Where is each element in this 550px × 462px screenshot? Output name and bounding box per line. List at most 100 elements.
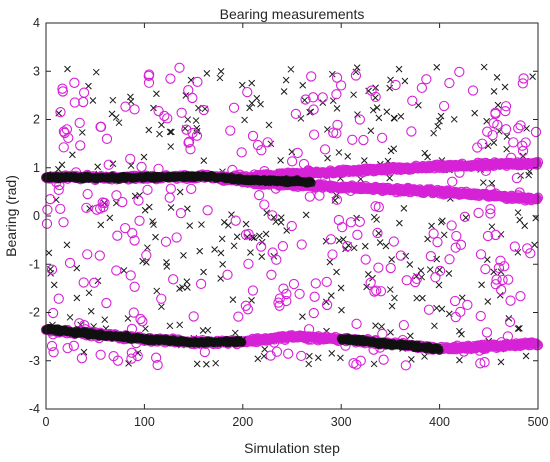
clutter-circle-mark xyxy=(406,126,417,137)
clutter-x-mark xyxy=(184,116,192,123)
clutter-circle-mark xyxy=(513,123,524,134)
clutter-x-mark xyxy=(267,140,275,148)
clutter-x-mark xyxy=(338,306,345,314)
clutter-circle-mark xyxy=(495,255,506,266)
clutter-x-mark xyxy=(246,104,253,112)
clutter-x-mark xyxy=(156,130,163,138)
clutter-x-mark xyxy=(80,348,88,356)
clutter-x-mark xyxy=(458,294,466,302)
clutter-x-mark xyxy=(101,316,109,324)
clutter-circle-mark xyxy=(75,140,86,151)
clutter-x-mark xyxy=(401,77,409,85)
clutter-x-mark xyxy=(360,157,368,164)
clutter-circle-mark xyxy=(82,188,93,200)
clutter-x-mark xyxy=(326,258,334,266)
x-axis-label: Simulation step xyxy=(244,440,340,456)
clutter-x-mark xyxy=(369,106,377,114)
clutter-circle-mark xyxy=(366,85,377,96)
clutter-circle-mark xyxy=(375,286,387,297)
clutter-circle-mark xyxy=(369,286,380,297)
clutter-circle-mark xyxy=(423,304,435,315)
clutter-x-mark xyxy=(376,239,384,246)
clutter-circle-mark xyxy=(64,257,76,269)
clutter-x-mark xyxy=(302,211,310,219)
clutter-x-mark xyxy=(328,70,336,78)
clutter-x-mark xyxy=(282,76,290,84)
clutter-circle-mark xyxy=(247,285,259,296)
clutter-circle-mark xyxy=(76,353,88,364)
clutter-x-mark xyxy=(433,255,441,263)
clutter-x-mark xyxy=(354,111,361,118)
clutter-x-mark xyxy=(436,266,443,274)
clutter-circle-mark xyxy=(304,191,315,202)
clutter-x-mark xyxy=(238,81,246,89)
clutter-x-mark xyxy=(158,121,165,129)
clutter-circle-mark xyxy=(444,254,455,265)
clutter-circle-mark xyxy=(438,100,450,112)
clutter-circle-mark xyxy=(352,229,363,240)
clutter-circle-mark xyxy=(292,147,303,159)
clutter-circle-mark xyxy=(473,207,484,219)
clutter-x-mark xyxy=(299,313,306,320)
clutter-circle-mark xyxy=(487,129,498,141)
clutter-x-mark xyxy=(456,356,463,364)
clutter-circle-mark xyxy=(240,300,252,311)
clutter-circle-mark xyxy=(168,274,179,285)
clutter-circle-mark xyxy=(183,136,195,147)
clutter-circle-mark xyxy=(385,262,396,274)
clutter-circle-mark xyxy=(493,262,505,274)
clutter-circle-mark xyxy=(262,137,273,148)
clutter-circle-mark xyxy=(371,285,382,296)
clutter-circle-mark xyxy=(230,215,241,226)
clutter-x-mark xyxy=(433,63,441,71)
clutter-x-mark xyxy=(525,171,533,179)
clutter-circle-mark xyxy=(331,72,343,83)
clutter-circle-mark xyxy=(504,316,516,328)
clutter-circle-mark xyxy=(69,77,80,88)
clutter-circle-mark xyxy=(111,190,122,201)
clutter-circle-mark xyxy=(278,283,289,294)
clutter-circle-mark xyxy=(428,228,439,239)
clutter-x-mark xyxy=(493,74,501,81)
clutter-x-mark xyxy=(337,284,345,292)
clutter-x-mark xyxy=(85,289,93,297)
clutter-x-mark xyxy=(144,244,151,252)
clutter-x-mark xyxy=(203,360,210,368)
clutter-circle-mark xyxy=(252,139,264,151)
clutter-x-mark xyxy=(490,139,498,147)
clutter-circle-mark xyxy=(188,311,199,322)
clutter-circle-mark xyxy=(111,265,122,276)
clutter-x-mark xyxy=(456,327,463,335)
clutter-circle-mark xyxy=(296,350,307,362)
clutter-x-mark xyxy=(258,253,266,260)
clutter-circle-mark xyxy=(342,240,353,252)
clutter-circle-mark xyxy=(98,201,109,213)
clutter-x-mark xyxy=(218,235,226,243)
clutter-x-mark xyxy=(297,115,305,122)
clutter-circle-mark xyxy=(55,106,66,118)
clutter-circle-mark xyxy=(46,264,58,275)
clutter-x-mark xyxy=(141,206,149,214)
clutter-circle-mark xyxy=(61,124,73,135)
clutter-circle-mark xyxy=(74,117,85,129)
clutter-circle-mark xyxy=(365,277,376,288)
track-dark-mark xyxy=(306,178,316,188)
clutter-x-mark xyxy=(436,117,443,125)
clutter-x-mark xyxy=(280,88,288,95)
clutter-x-mark xyxy=(224,221,232,229)
clutter-circle-mark xyxy=(202,205,213,216)
clutter-circle-mark xyxy=(425,251,437,262)
clutter-x-mark xyxy=(352,68,360,76)
clutter-x-mark xyxy=(94,163,102,171)
clutter-circle-mark xyxy=(310,278,321,289)
clutter-x-mark xyxy=(256,232,263,240)
clutter-circle-mark xyxy=(192,76,203,88)
clutter-x-mark xyxy=(141,325,149,333)
clutter-x-mark xyxy=(127,93,134,101)
clutter-x-mark xyxy=(503,145,510,153)
clutter-x-mark xyxy=(483,256,491,263)
clutter-circle-mark xyxy=(482,126,493,137)
clutter-x-mark xyxy=(58,161,66,169)
clutter-x-mark xyxy=(350,91,357,99)
clutter-x-mark xyxy=(407,356,415,363)
